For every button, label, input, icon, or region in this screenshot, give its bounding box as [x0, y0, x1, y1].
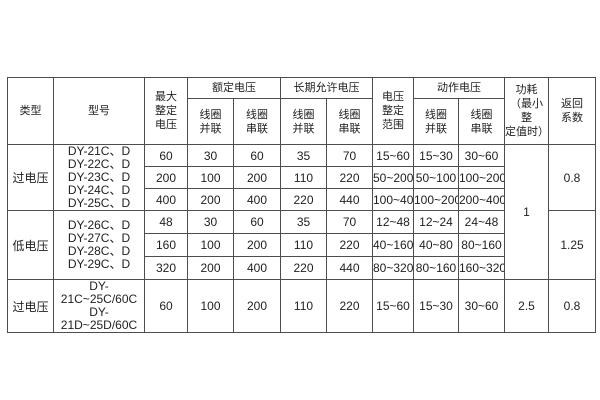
- data-cell: 30~60: [458, 144, 505, 167]
- data-cell: 440: [326, 188, 373, 211]
- table-row: 320 200 400 220 440 80~320 80~160 160~32…: [8, 256, 596, 280]
- data-cell: 400: [144, 188, 188, 211]
- data-cell: 200~400: [458, 188, 505, 211]
- data-cell: 70: [326, 210, 373, 234]
- data-cell: 100: [187, 279, 234, 333]
- col-header-long-term-voltage: 长期允许电压: [280, 77, 373, 99]
- col-header-voltage-setting-range: 电压 整定 范围: [372, 77, 414, 145]
- col-header-rated-coil-parallel: 线圈 并联: [187, 98, 234, 145]
- data-cell: 220: [326, 279, 373, 333]
- data-cell: 100: [187, 166, 234, 189]
- data-cell: 35: [280, 144, 327, 167]
- data-cell: 220: [280, 188, 327, 211]
- data-cell: 70: [326, 144, 373, 167]
- col-header-operating-coil-parallel: 线圈 并联: [413, 98, 459, 145]
- data-cell: 100~200: [458, 166, 505, 189]
- header-row-2: 线圈 并联 线圈 串联 线圈 并联 线圈 串联 线圈 并联 线圈 串联: [8, 98, 596, 145]
- data-cell: 80~160: [458, 233, 505, 257]
- data-cell: 80~320: [372, 256, 414, 280]
- data-cell: 110: [280, 233, 327, 257]
- data-cell: 60: [233, 144, 281, 167]
- data-cell: 100~200: [413, 188, 459, 211]
- data-cell: 160: [144, 233, 188, 257]
- data-cell: 40~160: [372, 233, 414, 257]
- data-cell: 440: [326, 256, 373, 280]
- data-cell: 50~200: [372, 166, 414, 189]
- data-cell: 200: [233, 166, 281, 189]
- col-header-max-setting-voltage: 最大 整定 电压: [144, 77, 188, 145]
- data-cell: 24~48: [458, 210, 505, 234]
- group-type-undervoltage: 低电压: [7, 210, 54, 280]
- header-row-1: 类型 型号 最大 整定 电压 额定电压 长期允许电压 电压 整定 范围 动作电压…: [7, 77, 596, 145]
- shared-power-consumption-cell: 1: [504, 144, 549, 280]
- data-cell: 35: [280, 210, 327, 234]
- col-header-type: 类型: [7, 77, 54, 145]
- data-cell: 30: [187, 144, 234, 167]
- data-cell: 200: [233, 279, 281, 333]
- data-cell: 60: [144, 144, 188, 167]
- col-header-power-consumption: 功耗 （最小整 定值时）: [504, 77, 549, 145]
- data-cell: 200: [233, 233, 281, 257]
- data-cell: 15~30: [413, 279, 459, 333]
- col-header-operating-coil-series: 线圈 串联: [458, 98, 505, 145]
- data-cell: 100~400: [372, 188, 414, 211]
- table-row: 160 100 200 110 220 40~160 40~80 80~160: [8, 233, 596, 257]
- data-cell: 160~320: [458, 256, 505, 280]
- table-row: 400 200 400 220 440 100~400 100~200 200~…: [8, 188, 596, 211]
- col-header-model: 型号: [53, 77, 145, 145]
- group-models-undervoltage: DY-26C、D DY-27C、D DY-28C、D DY-29C、D: [53, 210, 145, 280]
- data-cell: 15~60: [372, 279, 414, 333]
- col-header-longterm-coil-parallel: 线圈 并联: [280, 98, 327, 145]
- group-models-overvoltage: DY-21C、D DY-22C、D DY-23C、D DY-24C、D DY-2…: [53, 144, 145, 211]
- col-header-rated-coil-series: 线圈 串联: [233, 98, 281, 145]
- data-cell: 220: [280, 256, 327, 280]
- data-cell: 12~24: [413, 210, 459, 234]
- table-row: 过电压 DY-21C~25C/60C DY-21D~25D/60C 60 100…: [7, 279, 596, 333]
- data-cell: 12~48: [372, 210, 414, 234]
- data-cell: 60: [233, 210, 281, 234]
- data-cell: 400: [233, 256, 281, 280]
- data-cell: 110: [280, 279, 327, 333]
- data-cell: 110: [280, 166, 327, 189]
- col-header-rated-voltage: 额定电压: [187, 77, 281, 99]
- data-cell: 60: [144, 279, 188, 333]
- data-cell: 15~60: [372, 144, 414, 167]
- table-row: 低电压 DY-26C、D DY-27C、D DY-28C、D DY-29C、D …: [7, 210, 596, 280]
- group-models-overvoltage-combined: DY-21C~25C/60C DY-21D~25D/60C: [53, 279, 145, 333]
- col-header-longterm-coil-series: 线圈 串联: [326, 98, 373, 145]
- data-cell: 80~160: [413, 256, 459, 280]
- table-row: 过电压 DY-21C、D DY-22C、D DY-23C、D DY-24C、D …: [7, 144, 596, 280]
- data-cell: 30~60: [458, 279, 505, 333]
- col-header-return-coefficient: 返回 系数: [548, 77, 596, 145]
- return-coefficient-undervoltage: 1.25: [548, 210, 596, 280]
- power-consumption-overvoltage-combined: 2.5: [504, 279, 549, 333]
- data-cell: 50~100: [413, 166, 459, 189]
- return-coefficient-overvoltage: 0.8: [548, 144, 596, 211]
- data-cell: 220: [326, 233, 373, 257]
- data-cell: 15~30: [413, 144, 459, 167]
- data-cell: 40~80: [413, 233, 459, 257]
- data-cell: 48: [144, 210, 188, 234]
- data-cell: 400: [233, 188, 281, 211]
- data-cell: 30: [187, 210, 234, 234]
- relay-spec-table: 类型 型号 最大 整定 电压 额定电压 长期允许电压 电压 整定 范围 动作电压…: [7, 77, 596, 333]
- data-cell: 100: [187, 233, 234, 257]
- data-cell: 200: [187, 188, 234, 211]
- group-type-overvoltage: 过电压: [7, 144, 54, 211]
- group-type-overvoltage-combined: 过电压: [7, 279, 54, 333]
- col-header-operating-voltage: 动作电压: [413, 77, 505, 99]
- return-coefficient-overvoltage-combined: 0.8: [548, 279, 596, 333]
- data-cell: 320: [144, 256, 188, 280]
- data-cell: 220: [326, 166, 373, 189]
- data-cell: 200: [187, 256, 234, 280]
- data-cell: 200: [144, 166, 188, 189]
